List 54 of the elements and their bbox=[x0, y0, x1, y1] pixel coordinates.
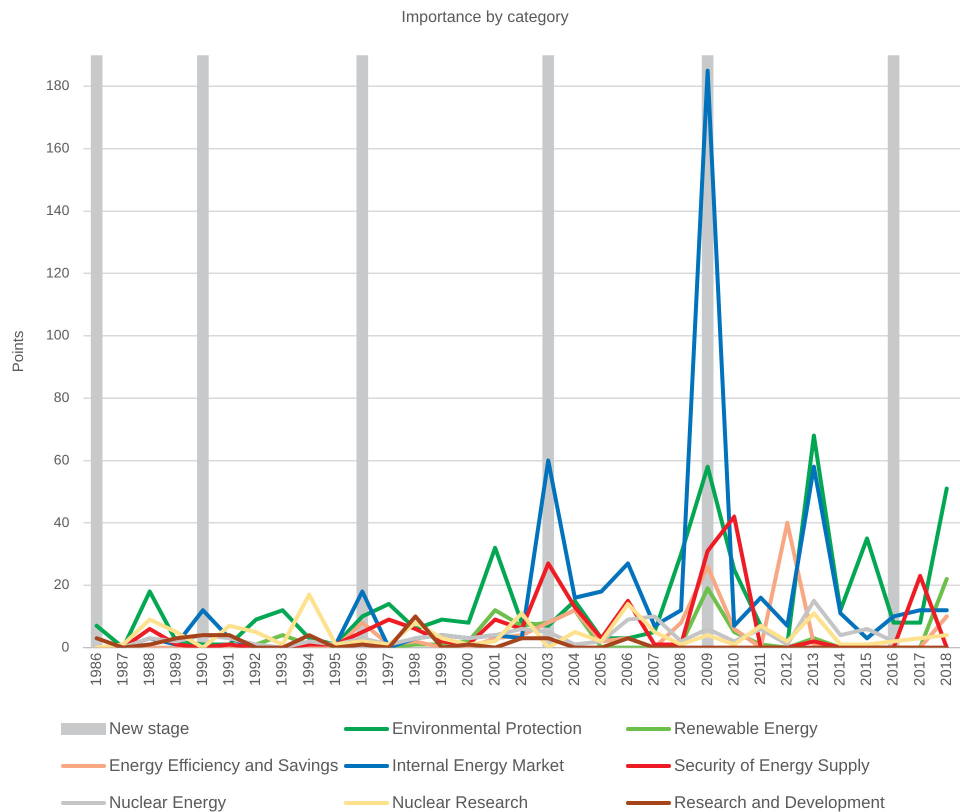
legend-label: Renewable Energy bbox=[674, 719, 818, 739]
x-tick-label: 2018 bbox=[938, 652, 955, 686]
y-tick-label: 100 bbox=[46, 326, 70, 343]
y-axis-title: Points bbox=[10, 330, 28, 372]
legend-label: Nuclear Research bbox=[392, 793, 528, 812]
x-tick-label: 2011 bbox=[752, 652, 769, 685]
x-tick-label: 1986 bbox=[88, 652, 105, 686]
legend-label: Environmental Protection bbox=[392, 719, 582, 739]
x-tick-label: 1998 bbox=[406, 652, 424, 686]
y-tick-label: 60 bbox=[54, 451, 70, 468]
y-tick-label: 20 bbox=[54, 576, 70, 592]
y-tick-label: 140 bbox=[46, 202, 70, 218]
legend-label: Security of Energy Supply bbox=[674, 756, 870, 776]
x-tick-label: 2000 bbox=[460, 652, 477, 686]
y-tick-label: 160 bbox=[46, 140, 70, 156]
x-tick-label: 2002 bbox=[512, 652, 530, 686]
x-tick-label: 1995 bbox=[326, 652, 344, 686]
x-tick-label: 2015 bbox=[858, 652, 876, 686]
x-tick-label: 2007 bbox=[646, 652, 663, 686]
x-tick-label: 2006 bbox=[619, 652, 636, 686]
chart-title: Importance by category bbox=[401, 9, 569, 26]
y-tick-label: 40 bbox=[54, 514, 70, 530]
x-tick-label: 2009 bbox=[698, 652, 716, 686]
y-tick-label: 180 bbox=[46, 77, 70, 94]
x-tick-label: 2014 bbox=[832, 652, 849, 686]
x-tick-label: 1996 bbox=[353, 652, 370, 686]
y-tick-label: 0 bbox=[62, 638, 70, 654]
x-tick-label: 2004 bbox=[566, 652, 583, 686]
x-tick-label: 1987 bbox=[114, 652, 132, 686]
x-tick-label: 1992 bbox=[247, 652, 264, 686]
x-tick-label: 2017 bbox=[911, 652, 928, 686]
legend-label: New stage bbox=[109, 719, 190, 739]
legend-label: Nuclear Energy bbox=[109, 793, 226, 812]
x-tick-label: 1989 bbox=[167, 652, 184, 686]
x-tick-label: 2013 bbox=[805, 652, 822, 686]
x-tick-label: 1988 bbox=[140, 652, 158, 686]
x-tick-label: 2005 bbox=[592, 652, 610, 686]
x-tick-label: 1993 bbox=[274, 652, 291, 686]
y-tick-label: 80 bbox=[54, 389, 70, 406]
x-tick-label: 1991 bbox=[220, 652, 238, 686]
legend-label: Internal Energy Market bbox=[392, 756, 564, 776]
x-tick-label: 1994 bbox=[300, 652, 318, 686]
legend-label: Research and Development bbox=[674, 793, 885, 812]
x-tick-label: 2008 bbox=[672, 652, 690, 686]
x-tick-label: 1990 bbox=[194, 652, 212, 686]
x-tick-label: 2003 bbox=[539, 652, 556, 686]
x-tick-label: 2016 bbox=[884, 652, 902, 686]
y-tick-label: 120 bbox=[46, 264, 70, 280]
x-tick-label: 2012 bbox=[778, 652, 796, 686]
x-tick-label: 1997 bbox=[380, 652, 397, 686]
legend-label: Energy Efficiency and Savings bbox=[109, 756, 338, 776]
x-tick-label: 2010 bbox=[725, 652, 742, 686]
x-tick-label: 2001 bbox=[486, 652, 504, 686]
x-tick-label: 1999 bbox=[433, 652, 450, 686]
